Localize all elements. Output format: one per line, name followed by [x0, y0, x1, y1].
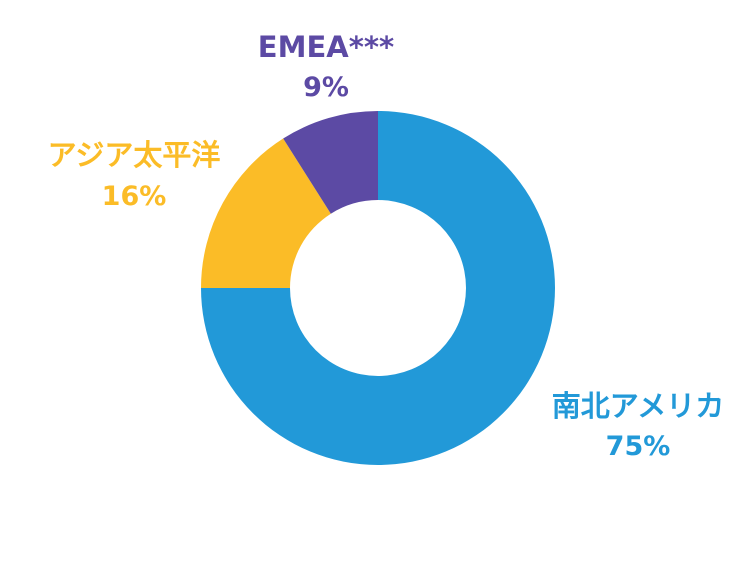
- donut-slice-emea: [283, 111, 378, 214]
- donut-slices: [201, 111, 555, 465]
- slice-label-apac: アジア太平洋: [48, 138, 221, 172]
- donut-slice-apac: [201, 138, 331, 288]
- donut-slice-americas: [201, 111, 555, 465]
- slice-label-americas: 南北アメリカ: [552, 389, 725, 423]
- slice-value-emea: 9%: [303, 72, 349, 103]
- slice-value-americas: 75%: [606, 431, 671, 462]
- slice-label-emea: EMEA***: [258, 30, 394, 64]
- slice-value-apac: 16%: [102, 181, 167, 212]
